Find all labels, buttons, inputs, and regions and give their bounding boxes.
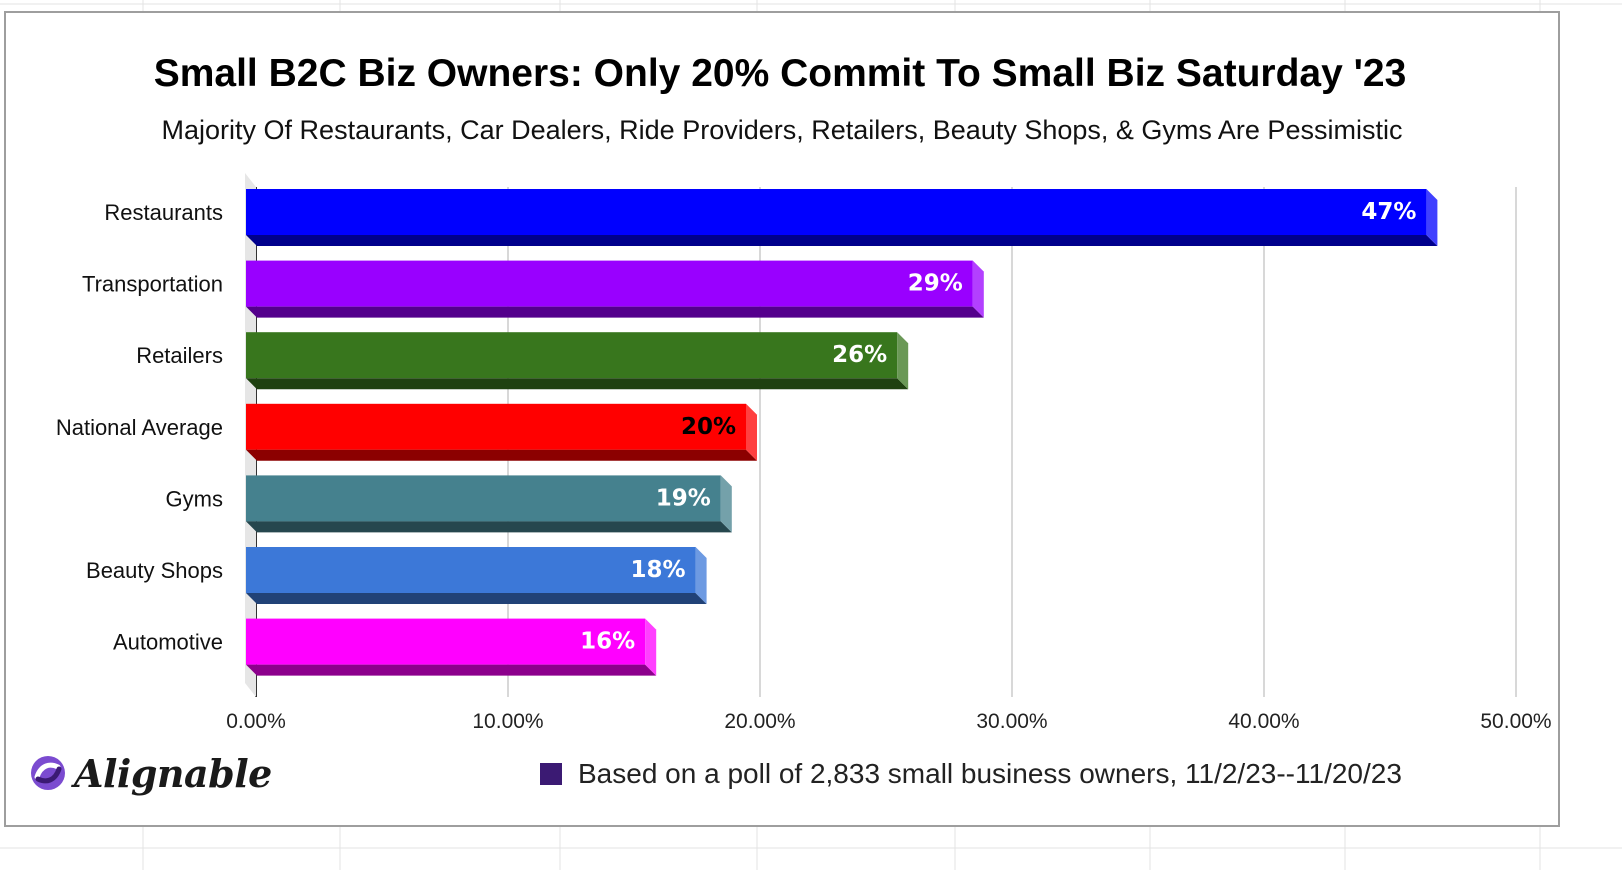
- bar-value-label: 18%: [631, 557, 686, 583]
- category-label: National Average: [56, 415, 223, 440]
- bar-end-face: [972, 260, 984, 318]
- bar: [246, 189, 1427, 235]
- alignable-logo-icon: [31, 756, 65, 790]
- category-label: Gyms: [166, 486, 223, 511]
- bar: [246, 547, 696, 593]
- bar-end-face: [645, 618, 657, 676]
- bars: [246, 189, 1438, 676]
- bar-bottom-face: [246, 449, 757, 461]
- category-label: Automotive: [113, 630, 223, 655]
- bar-bottom-face: [246, 664, 657, 676]
- bar-value-labels: 47% 29% 26% 20% 19% 18% 16%: [580, 199, 1416, 655]
- chart-title: Small B2C Biz Owners: Only 20% Commit To…: [153, 52, 1407, 95]
- category-labels: Restaurants Transportation Retailers Nation…: [56, 200, 223, 655]
- bar-value-label: 26%: [832, 342, 887, 368]
- alignable-logo: Alignable: [28, 745, 272, 801]
- bar: [246, 332, 898, 379]
- bar: [246, 260, 973, 307]
- bar-bottom-face: [246, 521, 732, 533]
- x-axis-tick-labels: 0.00% 10.00% 20.00% 30.00% 40.00% 50.00%: [226, 710, 1551, 733]
- bar-value-label: 19%: [656, 485, 711, 511]
- x-tick-label: 0.00%: [226, 710, 286, 733]
- category-label: Beauty Shops: [86, 558, 223, 583]
- bar-value-label: 47%: [1361, 199, 1416, 225]
- x-tick-label: 20.00%: [724, 710, 795, 733]
- bar-end-face: [746, 403, 757, 461]
- x-tick-label: 10.00%: [472, 710, 543, 733]
- x-tick-label: 30.00%: [976, 710, 1047, 733]
- bar-end-face: [1426, 189, 1438, 246]
- category-label: Transportation: [82, 272, 223, 297]
- bar-bottom-face: [246, 306, 984, 318]
- category-label: Retailers: [136, 343, 223, 368]
- bar-value-label: 29%: [908, 271, 963, 297]
- x-tick-label: 50.00%: [1480, 710, 1551, 733]
- bar: [246, 475, 721, 522]
- bar-bottom-face: [246, 378, 909, 390]
- category-label: Restaurants: [104, 200, 223, 225]
- bar-value-label: 20%: [681, 414, 736, 440]
- footnote-swatch: [540, 763, 562, 785]
- bar-end-face: [720, 475, 732, 533]
- bar-end-face: [695, 547, 707, 604]
- footnote-text: Based on a poll of 2,833 small business …: [578, 758, 1402, 789]
- x-tick-label: 40.00%: [1228, 710, 1299, 733]
- bar-value-label: 16%: [580, 629, 635, 655]
- bar-bottom-face: [246, 235, 1438, 246]
- bar: [246, 618, 646, 665]
- alignable-logo-text: Alignable: [74, 750, 272, 796]
- footnote: Based on a poll of 2,833 small business …: [540, 758, 1402, 790]
- bar: [246, 403, 746, 450]
- bar-bottom-face: [246, 593, 707, 604]
- bar-end-face: [897, 332, 909, 390]
- chart-panel[interactable]: [4, 11, 1560, 827]
- chart-subtitle: Majority Of Restaurants, Car Dealers, Ri…: [161, 115, 1403, 145]
